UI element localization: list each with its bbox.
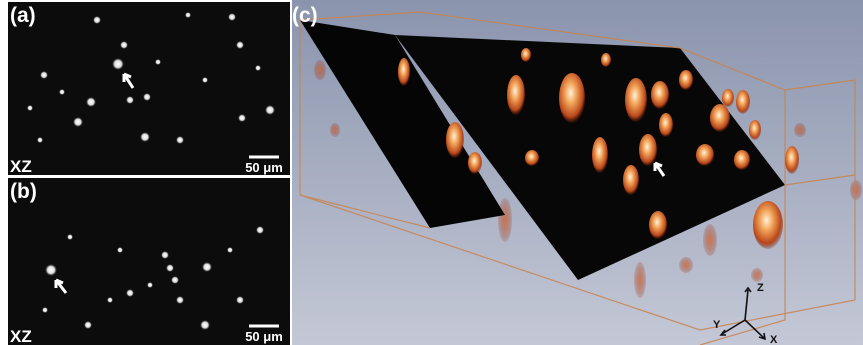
image-a [8, 2, 290, 175]
axis-label: X [770, 334, 778, 345]
panel-a: (a) XZ 50 μm [8, 2, 290, 176]
axis-label: Z [757, 282, 764, 294]
image-b [8, 178, 290, 345]
figure: (a) XZ 50 μm (b) XZ 50 μm [0, 0, 863, 345]
axis-label: Y [713, 319, 721, 331]
scale-label: 50 μm [245, 329, 283, 344]
panel-b: (b) XZ 50 μm [8, 178, 290, 345]
plane-label: XZ [10, 327, 32, 345]
plane-label: XZ [10, 157, 32, 176]
scale-label: 50 μm [245, 160, 283, 175]
panel-label: (b) [10, 180, 37, 203]
panel-label: (c) [292, 4, 318, 27]
panel-c: (c) Z Y X [292, 0, 863, 345]
panel-label: (a) [10, 4, 36, 27]
